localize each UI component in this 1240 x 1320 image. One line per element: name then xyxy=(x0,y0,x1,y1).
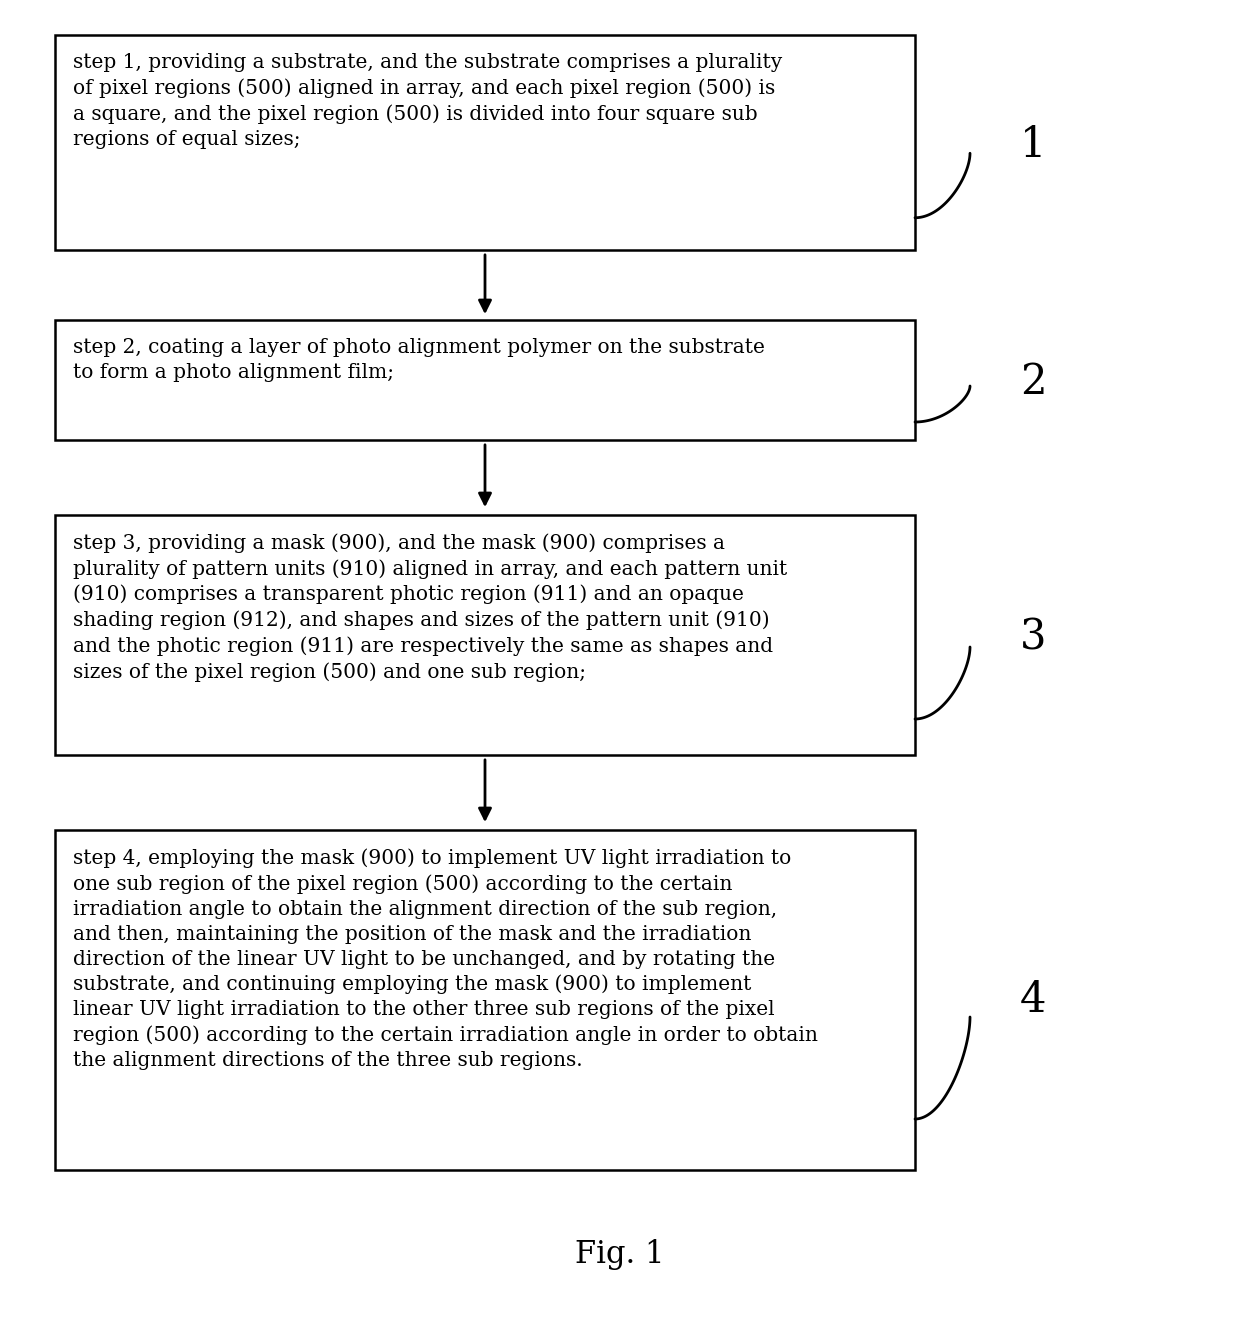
Bar xyxy=(55,830,915,1170)
Text: Fig. 1: Fig. 1 xyxy=(575,1239,665,1270)
Text: 1: 1 xyxy=(1021,124,1047,166)
Text: step 1, providing a substrate, and the substrate comprises a plurality
of pixel : step 1, providing a substrate, and the s… xyxy=(73,53,782,149)
Text: 3: 3 xyxy=(1021,616,1047,659)
Text: 2: 2 xyxy=(1021,360,1047,403)
Bar xyxy=(55,515,915,755)
Bar xyxy=(55,319,915,440)
Text: step 2, coating a layer of photo alignment polymer on the substrate
to form a ph: step 2, coating a layer of photo alignme… xyxy=(73,338,765,381)
Text: step 3, providing a mask (900), and the mask (900) comprises a
plurality of patt: step 3, providing a mask (900), and the … xyxy=(73,533,787,682)
Text: 4: 4 xyxy=(1021,979,1047,1020)
Bar xyxy=(55,36,915,249)
Text: step 4, employing the mask (900) to implement UV light irradiation to
one sub re: step 4, employing the mask (900) to impl… xyxy=(73,847,818,1071)
